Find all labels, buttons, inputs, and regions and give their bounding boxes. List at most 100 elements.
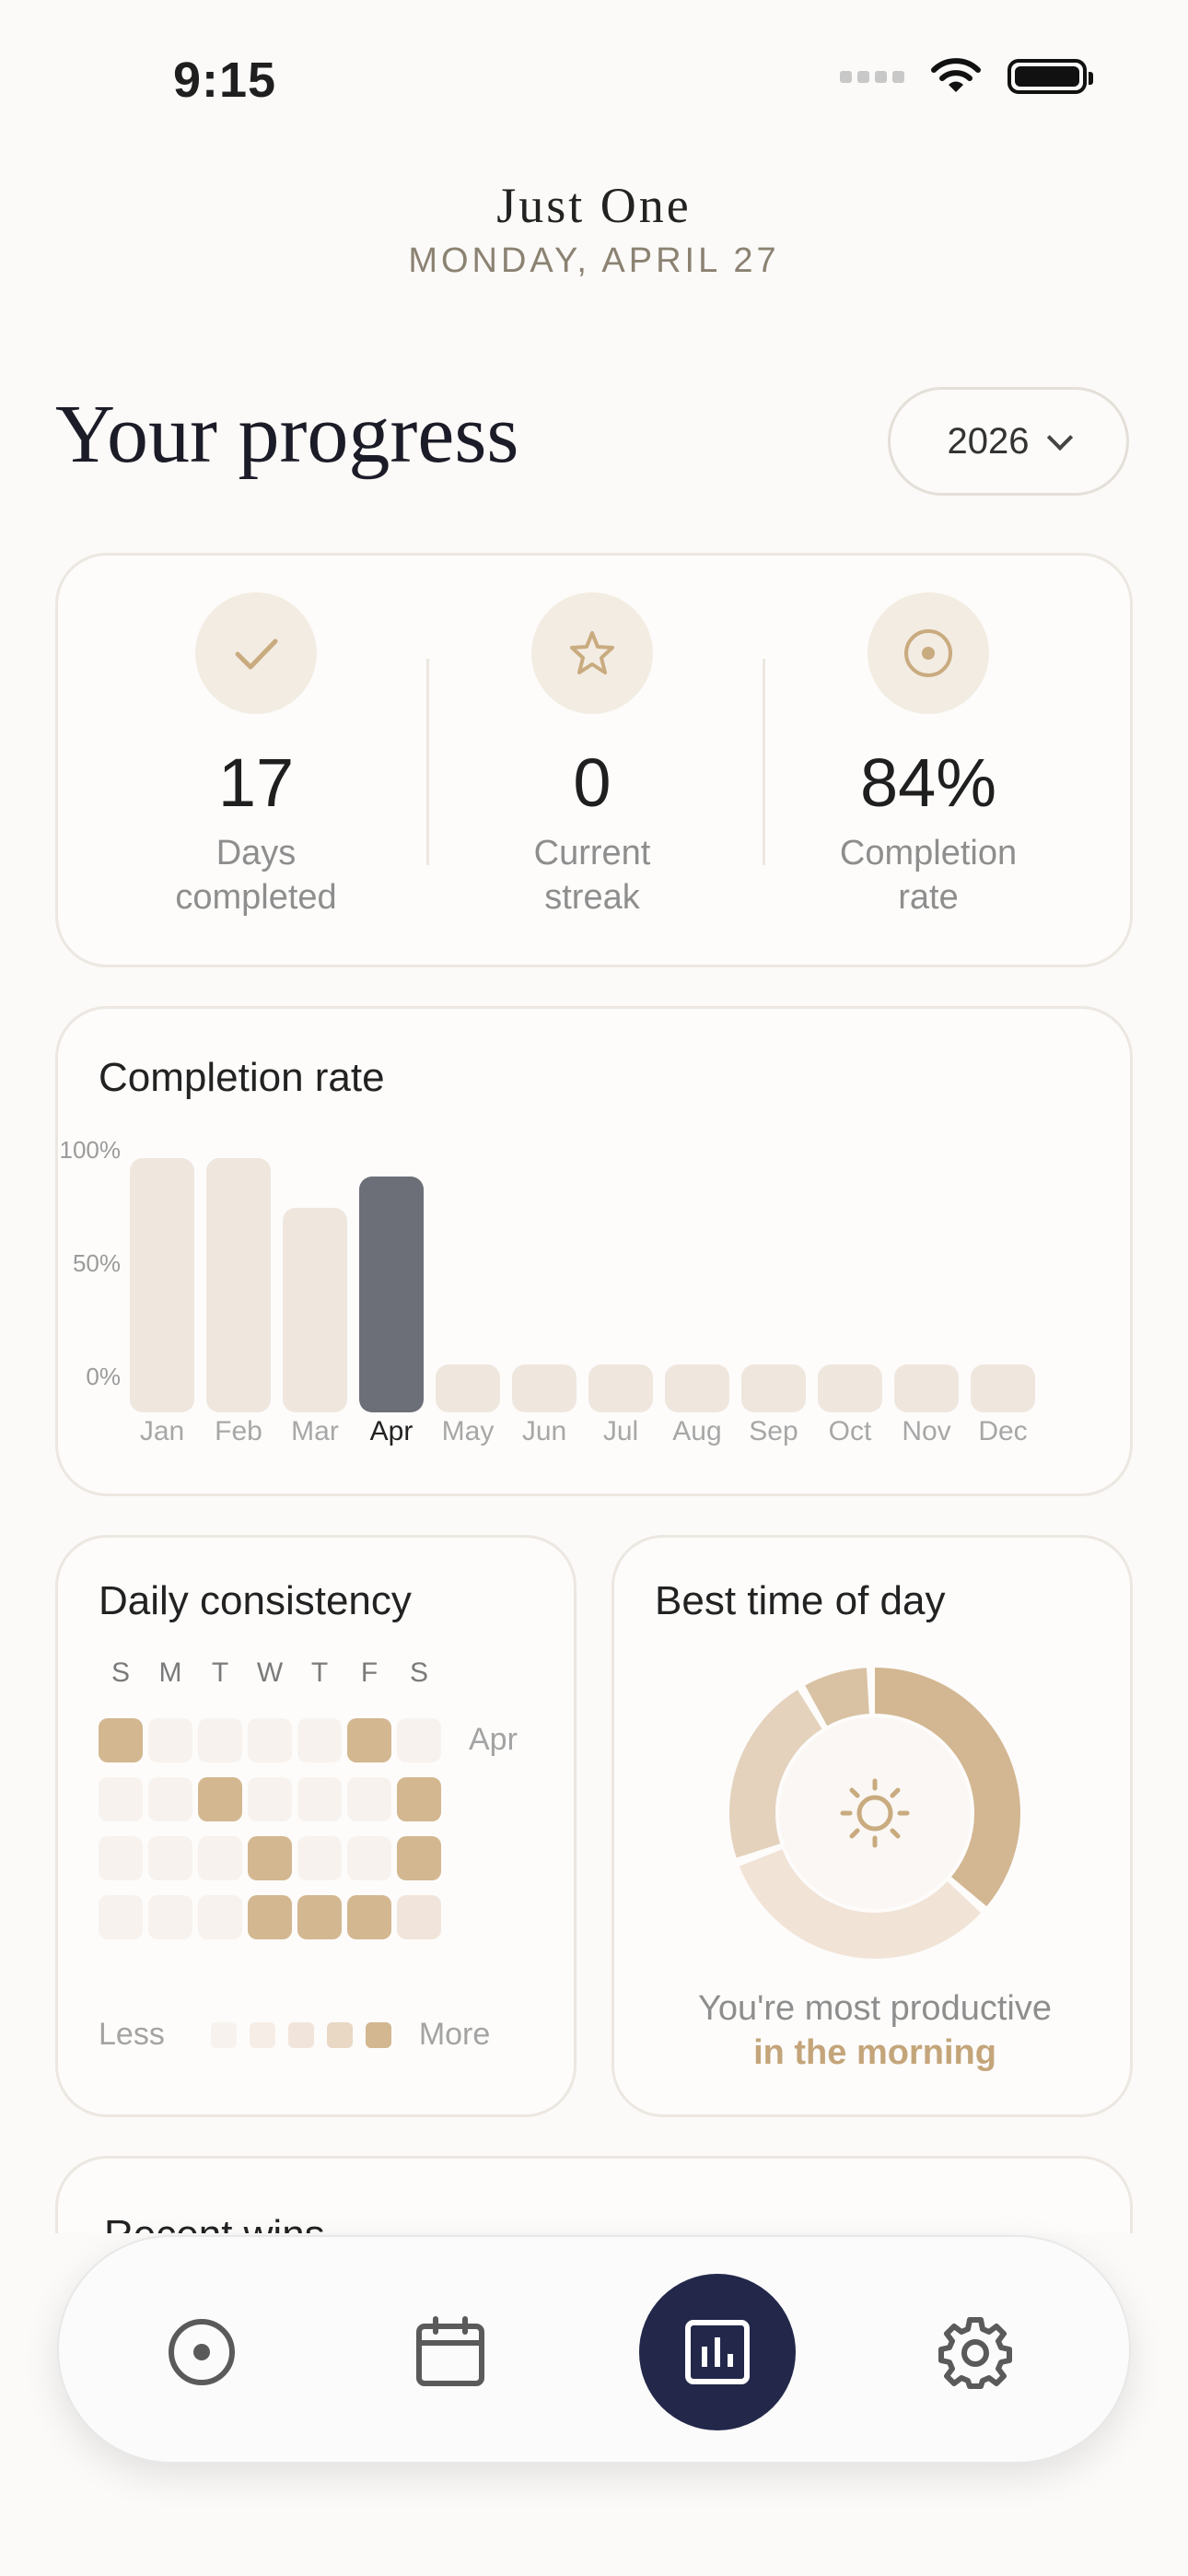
- heatmap-cell[interactable]: [148, 1718, 192, 1762]
- x-tick-label: Jan: [139, 1416, 185, 1446]
- stats-card: 17 Days completed 0 Current streak 84% C…: [55, 553, 1133, 967]
- bar-apr[interactable]: [359, 1176, 424, 1412]
- stat-label: Days completed: [175, 834, 337, 917]
- bar-dec[interactable]: [971, 1364, 1035, 1412]
- stat-label: Current streak: [533, 834, 651, 917]
- time-of-day-donut: [729, 1668, 1020, 1959]
- battery-icon: [1007, 59, 1093, 94]
- year-label: 2026: [947, 420, 1030, 462]
- donut-segment[interactable]: [729, 1668, 1020, 1959]
- donut-segment[interactable]: [729, 1668, 1020, 1959]
- bar-mar[interactable]: [283, 1208, 347, 1412]
- calendar-icon: [416, 2316, 484, 2386]
- bar-jun[interactable]: [512, 1364, 577, 1412]
- bar-oct[interactable]: [818, 1364, 882, 1412]
- bar-aug[interactable]: [665, 1364, 729, 1412]
- heatmap-cell[interactable]: [297, 1836, 342, 1880]
- legend-less: Less: [99, 2017, 165, 2052]
- heatmap-cell[interactable]: [148, 1777, 192, 1821]
- stat-value: 17: [217, 744, 295, 821]
- bottom-nav: [57, 2235, 1131, 2464]
- heatmap-cell[interactable]: [297, 1895, 342, 1939]
- legend-cell: [249, 2021, 275, 2048]
- x-tick-label: Apr: [369, 1416, 413, 1446]
- nav-today[interactable]: [123, 2274, 280, 2430]
- heatmap-cell[interactable]: [297, 1718, 342, 1762]
- x-tick-label: Feb: [215, 1416, 262, 1446]
- heatmap-cell[interactable]: [248, 1777, 292, 1821]
- bar-sep[interactable]: [741, 1364, 806, 1412]
- divider: [426, 659, 429, 865]
- heatmap-cell[interactable]: [397, 1895, 441, 1939]
- heatmap-cell[interactable]: [99, 1777, 143, 1821]
- stat-completion-rate: 84% Completion rate: [790, 592, 1066, 919]
- stat-days-completed: 17 Days completed: [118, 592, 394, 919]
- divider: [763, 659, 765, 865]
- bar-feb[interactable]: [206, 1158, 271, 1412]
- heatmap-cell[interactable]: [347, 1718, 391, 1762]
- x-tick-label: Jun: [521, 1416, 567, 1446]
- completion-rate-card: Completion rate 100% 50% 0% Jan Feb Mar Apr May…: [55, 1006, 1133, 1496]
- bar-may[interactable]: [436, 1364, 500, 1412]
- wifi-icon: [931, 58, 981, 92]
- heatmap-cell[interactable]: [297, 1777, 342, 1821]
- heatmap-cell[interactable]: [248, 1718, 292, 1762]
- target-icon: [904, 629, 952, 677]
- y-tick-label: 50%: [72, 1249, 121, 1277]
- heatmap-cell[interactable]: [248, 1895, 292, 1939]
- heatmap-cell[interactable]: [198, 1836, 242, 1880]
- y-tick-label: 100%: [59, 1136, 122, 1164]
- stat-current-streak: 0 Current streak: [454, 592, 730, 919]
- heatmap-cell[interactable]: [397, 1777, 441, 1821]
- target-icon: [169, 2319, 235, 2385]
- weekday-label: T: [310, 1657, 329, 1688]
- best-time-card: Best time of day You're most productive …: [611, 1535, 1133, 2117]
- heatmap-cell[interactable]: [198, 1895, 242, 1939]
- stat-value: 0: [573, 744, 611, 821]
- heatmap-legend: Less More: [99, 2017, 490, 2053]
- nav-stats[interactable]: [639, 2274, 796, 2430]
- status-icons: [840, 57, 1093, 96]
- x-tick-label: Oct: [828, 1416, 872, 1446]
- heatmap-cell[interactable]: [198, 1718, 242, 1762]
- x-tick-label: May: [441, 1416, 495, 1446]
- weekday-label: S: [409, 1657, 428, 1688]
- heatmap-cell[interactable]: [397, 1718, 441, 1762]
- nav-settings[interactable]: [897, 2274, 1054, 2430]
- heatmap-cell[interactable]: [248, 1836, 292, 1880]
- heatmap-cell[interactable]: [347, 1836, 391, 1880]
- heatmap-cell[interactable]: [148, 1836, 192, 1880]
- heatmap-cell[interactable]: [99, 1718, 143, 1762]
- donut-segment[interactable]: [729, 1668, 1020, 1959]
- current-date: MONDAY, APRIL 27: [408, 241, 780, 280]
- month-label: Apr: [469, 1722, 518, 1757]
- year-selector[interactable]: 2026: [888, 387, 1129, 496]
- x-tick-label: Sep: [749, 1416, 798, 1446]
- star-icon: [570, 631, 614, 674]
- sun-icon: [840, 1778, 910, 1848]
- heatmap-cell[interactable]: [397, 1836, 441, 1880]
- card-title: Daily consistency: [99, 1578, 412, 1623]
- heatmap-cell[interactable]: [99, 1836, 143, 1880]
- signal-icon: [840, 70, 904, 83]
- legend-cell: [287, 2021, 314, 2048]
- bar-chart-icon: [685, 2320, 750, 2384]
- y-tick-label: 0%: [86, 1363, 121, 1390]
- heatmap-cell[interactable]: [198, 1777, 242, 1821]
- legend-cell: [365, 2021, 391, 2048]
- bar-nov[interactable]: [894, 1364, 959, 1412]
- stat-value: 84%: [859, 744, 997, 821]
- legend-more: More: [418, 2017, 491, 2052]
- heatmap-cell[interactable]: [148, 1895, 192, 1939]
- bar-jul[interactable]: [588, 1364, 653, 1412]
- bar-jan[interactable]: [130, 1158, 194, 1412]
- heatmap-cell[interactable]: [347, 1777, 391, 1821]
- check-icon: [235, 638, 278, 670]
- best-time-text: You're most productive: [698, 1989, 1052, 2028]
- x-tick-label: Jul: [602, 1416, 639, 1446]
- heatmap-cell[interactable]: [99, 1895, 143, 1939]
- heatmap-cell[interactable]: [347, 1895, 391, 1939]
- x-tick-label: Aug: [672, 1416, 722, 1446]
- x-tick-label: Mar: [291, 1416, 339, 1446]
- nav-calendar[interactable]: [372, 2274, 529, 2430]
